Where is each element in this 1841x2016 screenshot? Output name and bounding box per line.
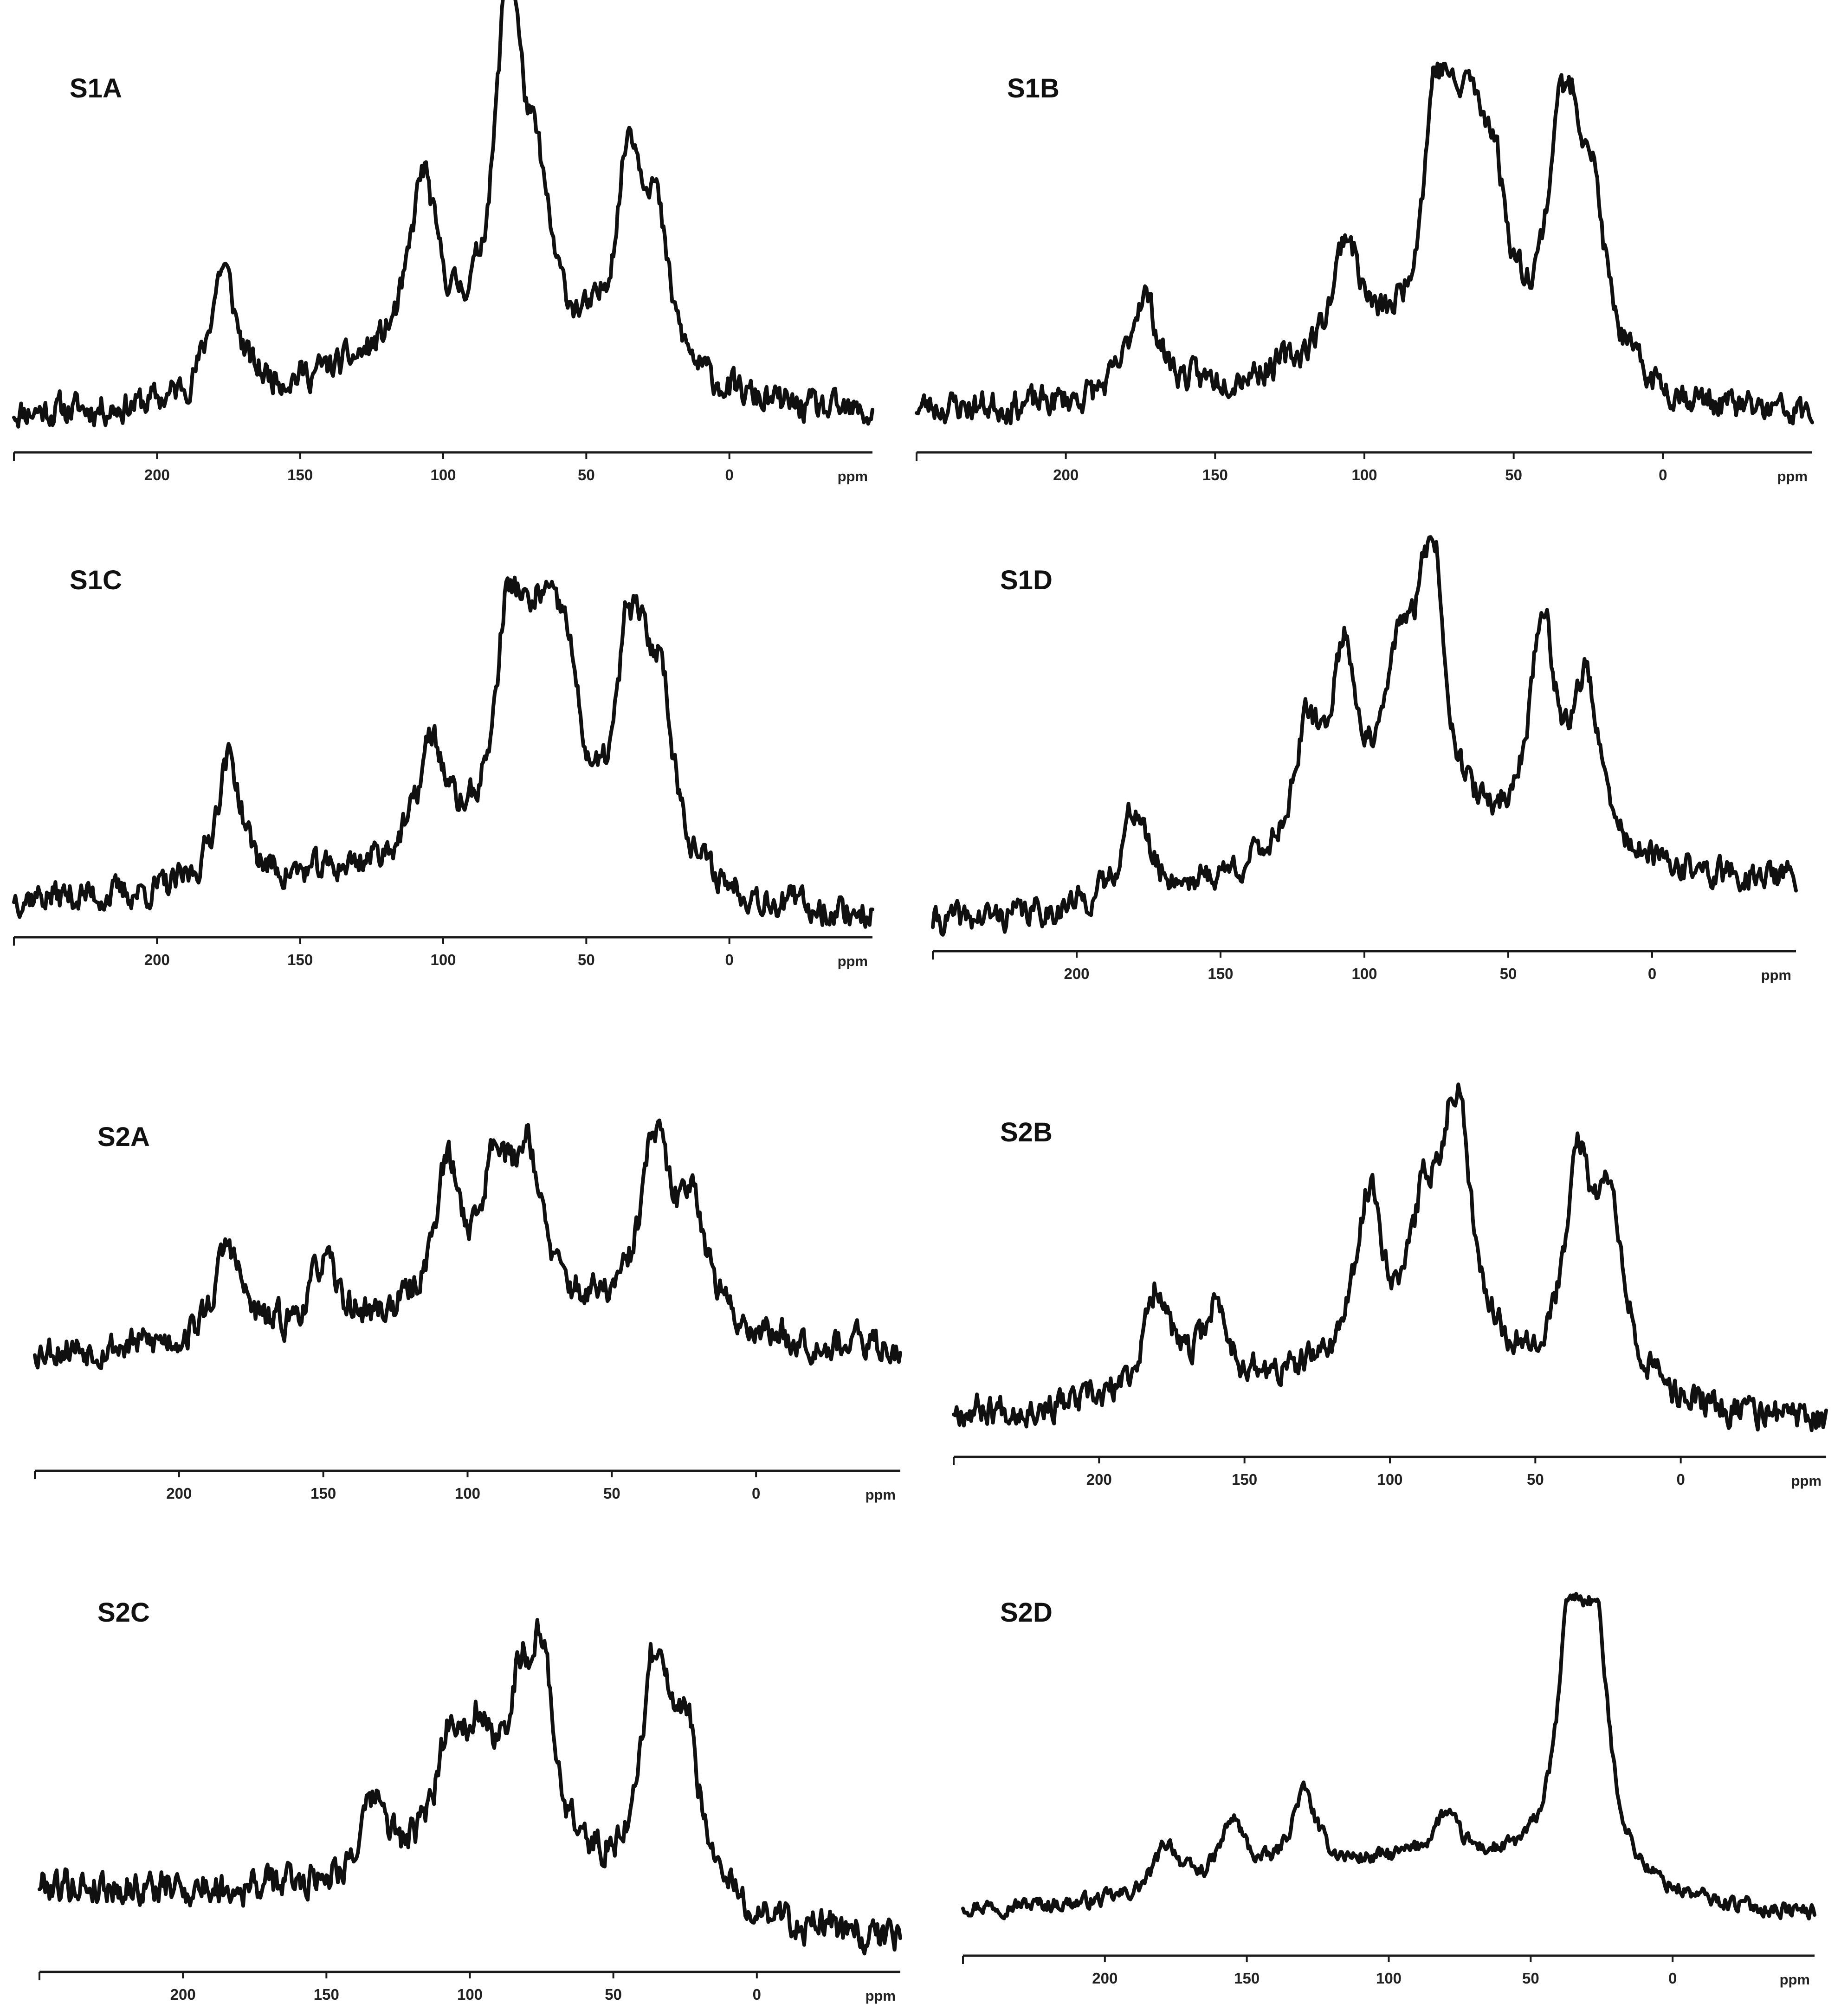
x-tick-label: 150 [287, 951, 313, 968]
panel-label: S2B [1000, 1117, 1053, 1147]
x-unit-label: ppm [838, 468, 868, 484]
x-tick-label: 0 [752, 1485, 760, 1502]
x-tick-label: 50 [1500, 965, 1517, 982]
spectrum-panel-s1b: S1B 200 150 100 50 0 ppm [915, 61, 1814, 484]
x-tick-label: 150 [1202, 466, 1228, 483]
x-tick-label: 100 [457, 1986, 483, 2003]
spectrum-panel-s1d: S1D 200 150 100 50 0 ppm [931, 535, 1798, 983]
x-tick-label: 200 [1086, 1471, 1112, 1488]
x-unit-label: ppm [1777, 468, 1808, 484]
x-tick-label: 150 [287, 466, 313, 483]
x-tick-label: 200 [144, 466, 170, 483]
x-tick-label: 200 [144, 951, 170, 968]
spectrum-panel-s1c: S1C 200 150 100 50 0 ppm [12, 565, 874, 969]
spectrum-trace [33, 1118, 902, 1370]
x-tick-label: 100 [1351, 965, 1377, 982]
spectrum-trace [952, 1082, 1828, 1432]
panel-label: S1A [70, 73, 122, 103]
x-tick-label: 0 [753, 1986, 761, 2003]
spectrum-panel-s1a: S1A 200 150 100 50 0 ppm [12, 0, 874, 484]
x-tick-label: 50 [1522, 1970, 1539, 1987]
x-tick-label: 200 [166, 1485, 192, 1502]
x-tick-label: 0 [1676, 1471, 1685, 1488]
panel-label: S2D [1000, 1597, 1053, 1628]
x-tick-label: 100 [430, 466, 456, 483]
spectrum-trace [12, 0, 874, 429]
x-unit-label: ppm [1761, 967, 1791, 983]
x-tick-label: 200 [1053, 466, 1079, 483]
x-tick-label: 0 [1668, 1970, 1677, 1987]
x-unit-label: ppm [866, 1487, 896, 1503]
spectrum-panel-s2a: S2A 200 150 100 50 0 ppm [33, 1118, 902, 1503]
spectrum-trace [38, 1618, 902, 1956]
x-unit-label: ppm [866, 1988, 896, 2004]
x-tick-label: 0 [725, 951, 733, 968]
x-tick-label: 50 [605, 1986, 622, 2003]
x-tick-label: 150 [1234, 1970, 1260, 1987]
panel-label: S2A [97, 1122, 150, 1152]
spectrum-trace [915, 61, 1814, 425]
x-unit-label: ppm [1780, 1971, 1810, 1988]
panel-label: S1B [1007, 73, 1059, 103]
panel-label: S1C [70, 565, 122, 595]
x-tick-label: 150 [310, 1485, 336, 1502]
x-tick-label: 0 [1648, 965, 1656, 982]
x-unit-label: ppm [838, 953, 868, 969]
x-tick-label: 200 [170, 1986, 196, 2003]
x-tick-label: 150 [1208, 965, 1233, 982]
x-tick-label: 100 [430, 951, 456, 968]
x-unit-label: ppm [1791, 1473, 1822, 1489]
spectrum-trace [12, 575, 874, 929]
panel-label: S2C [97, 1597, 150, 1628]
spectrum-trace [961, 1591, 1816, 1920]
x-tick-label: 100 [1376, 1970, 1402, 1987]
spectrum-panel-s2c: S2C 200 150 100 50 0 ppm [38, 1597, 902, 2004]
x-tick-label: 50 [1527, 1471, 1544, 1488]
spectrum-trace [931, 535, 1798, 937]
x-tick-label: 100 [455, 1485, 480, 1502]
spectrum-panel-s2d: S2D 200 150 100 50 0 ppm [961, 1591, 1816, 1988]
x-tick-label: 150 [1232, 1471, 1257, 1488]
spectrum-panel-s2b: S2B 200 150 100 50 0 ppm [952, 1082, 1828, 1489]
x-tick-label: 100 [1377, 1471, 1402, 1488]
x-tick-label: 100 [1351, 466, 1377, 483]
x-tick-label: 50 [578, 951, 595, 968]
panel-label: S1D [1000, 565, 1053, 595]
x-tick-label: 50 [578, 466, 595, 483]
x-tick-label: 150 [314, 1986, 339, 2003]
x-tick-label: 50 [1505, 466, 1522, 483]
x-tick-label: 0 [1659, 466, 1667, 483]
x-tick-label: 0 [725, 466, 733, 483]
x-tick-label: 200 [1064, 965, 1089, 982]
x-tick-label: 50 [603, 1485, 620, 1502]
x-tick-label: 200 [1092, 1970, 1118, 1987]
